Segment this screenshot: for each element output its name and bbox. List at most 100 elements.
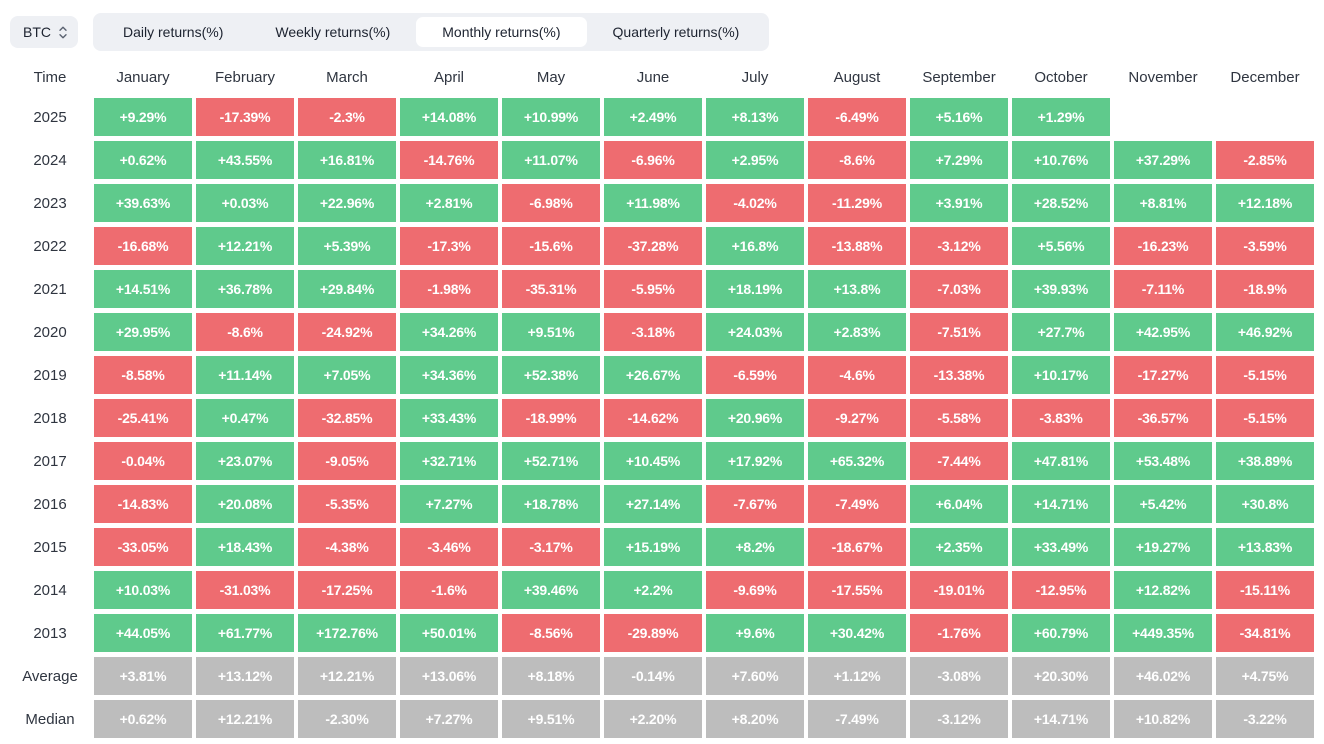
- return-cell: -5.95%: [604, 270, 702, 308]
- return-cell: +9.51%: [502, 700, 600, 738]
- return-cell: -15.6%: [502, 227, 600, 265]
- return-cell: +7.60%: [706, 657, 804, 695]
- row-label-2020: 2020: [33, 323, 67, 341]
- return-cell: -7.49%: [808, 700, 906, 738]
- symbol-select[interactable]: BTC: [10, 16, 78, 48]
- return-cell: +1.12%: [808, 657, 906, 695]
- return-cell: -3.17%: [502, 528, 600, 566]
- return-cell: -25.41%: [94, 399, 192, 437]
- return-cell: +0.03%: [196, 184, 294, 222]
- return-cell: +47.81%: [1012, 442, 1110, 480]
- return-cell: +13.83%: [1216, 528, 1314, 566]
- return-cell: +5.16%: [910, 98, 1008, 136]
- return-cell: +14.71%: [1012, 485, 1110, 523]
- return-cell: +8.2%: [706, 528, 804, 566]
- return-cell: +14.71%: [1012, 700, 1110, 738]
- column-header-time: Time: [33, 68, 67, 86]
- return-cell: -18.67%: [808, 528, 906, 566]
- row-label-2013: 2013: [33, 624, 67, 642]
- return-cell: +8.81%: [1114, 184, 1212, 222]
- return-cell: -14.62%: [604, 399, 702, 437]
- return-cell: -9.27%: [808, 399, 906, 437]
- return-cell: +2.81%: [400, 184, 498, 222]
- return-cell: -7.44%: [910, 442, 1008, 480]
- return-cell: -2.30%: [298, 700, 396, 738]
- return-cell: +5.56%: [1012, 227, 1110, 265]
- return-cell: -29.89%: [604, 614, 702, 652]
- return-cell: -3.18%: [604, 313, 702, 351]
- return-cell: -19.01%: [910, 571, 1008, 609]
- return-cell: -33.05%: [94, 528, 192, 566]
- empty-cell: [1114, 98, 1212, 136]
- return-cell: +0.47%: [196, 399, 294, 437]
- column-header-march: March: [326, 68, 368, 86]
- return-cell: +20.30%: [1012, 657, 1110, 695]
- return-cell: +65.32%: [808, 442, 906, 480]
- return-cell: +9.29%: [94, 98, 192, 136]
- column-header-december: December: [1230, 68, 1300, 86]
- column-header-april: April: [433, 68, 464, 86]
- return-cell: -1.98%: [400, 270, 498, 308]
- return-cell: +1.29%: [1012, 98, 1110, 136]
- return-cell: -13.88%: [808, 227, 906, 265]
- row-label-2021: 2021: [33, 280, 67, 298]
- return-cell: +12.18%: [1216, 184, 1314, 222]
- tab-daily-returns[interactable]: Daily returns(%): [123, 24, 224, 40]
- return-cell: +39.93%: [1012, 270, 1110, 308]
- return-cell: +27.14%: [604, 485, 702, 523]
- return-cell: -8.56%: [502, 614, 600, 652]
- return-cell: +44.05%: [94, 614, 192, 652]
- return-cell: -18.99%: [502, 399, 600, 437]
- return-cell: +52.71%: [502, 442, 600, 480]
- return-cell: +24.03%: [706, 313, 804, 351]
- row-label-2017: 2017: [33, 452, 67, 470]
- return-cell: -17.55%: [808, 571, 906, 609]
- return-cell: +16.81%: [298, 141, 396, 179]
- return-cell: -5.58%: [910, 399, 1008, 437]
- return-cell: -17.25%: [298, 571, 396, 609]
- return-cell: +2.49%: [604, 98, 702, 136]
- tab-weekly-returns[interactable]: Weekly returns(%): [275, 24, 391, 40]
- return-cell: +12.21%: [298, 657, 396, 695]
- column-header-october: October: [1034, 68, 1088, 86]
- return-cell: +0.62%: [94, 700, 192, 738]
- return-cell: -3.22%: [1216, 700, 1314, 738]
- return-cell: -9.05%: [298, 442, 396, 480]
- return-cell: +46.02%: [1114, 657, 1212, 695]
- row-label-2016: 2016: [33, 495, 67, 513]
- return-cell: +14.08%: [400, 98, 498, 136]
- return-cell: +7.05%: [298, 356, 396, 394]
- return-cell: +7.27%: [400, 485, 498, 523]
- column-header-september: September: [922, 68, 996, 86]
- return-cell: +60.79%: [1012, 614, 1110, 652]
- return-cell: +10.03%: [94, 571, 192, 609]
- returns-period-tabs: Daily returns(%) Weekly returns(%) Monthly…: [93, 13, 770, 51]
- return-cell: +13.06%: [400, 657, 498, 695]
- column-header-november: November: [1128, 68, 1198, 86]
- return-cell: +9.6%: [706, 614, 804, 652]
- return-cell: +5.39%: [298, 227, 396, 265]
- return-cell: +39.63%: [94, 184, 192, 222]
- return-cell: +0.62%: [94, 141, 192, 179]
- return-cell: +33.49%: [1012, 528, 1110, 566]
- return-cell: -0.14%: [604, 657, 702, 695]
- return-cell: -24.92%: [298, 313, 396, 351]
- return-cell: +2.95%: [706, 141, 804, 179]
- return-cell: -5.15%: [1216, 399, 1314, 437]
- return-cell: -5.15%: [1216, 356, 1314, 394]
- return-cell: +43.55%: [196, 141, 294, 179]
- return-cell: +17.92%: [706, 442, 804, 480]
- return-cell: +27.7%: [1012, 313, 1110, 351]
- row-label-2014: 2014: [33, 581, 67, 599]
- return-cell: -16.68%: [94, 227, 192, 265]
- tab-quarterly-returns[interactable]: Quarterly returns(%): [612, 24, 740, 40]
- row-label-2022: 2022: [33, 237, 67, 255]
- tab-monthly-returns[interactable]: Monthly returns(%): [416, 17, 587, 47]
- return-cell: -5.35%: [298, 485, 396, 523]
- return-cell: +36.78%: [196, 270, 294, 308]
- return-cell: +2.83%: [808, 313, 906, 351]
- return-cell: +11.98%: [604, 184, 702, 222]
- return-cell: -2.3%: [298, 98, 396, 136]
- return-cell: +20.08%: [196, 485, 294, 523]
- column-header-june: June: [636, 68, 670, 86]
